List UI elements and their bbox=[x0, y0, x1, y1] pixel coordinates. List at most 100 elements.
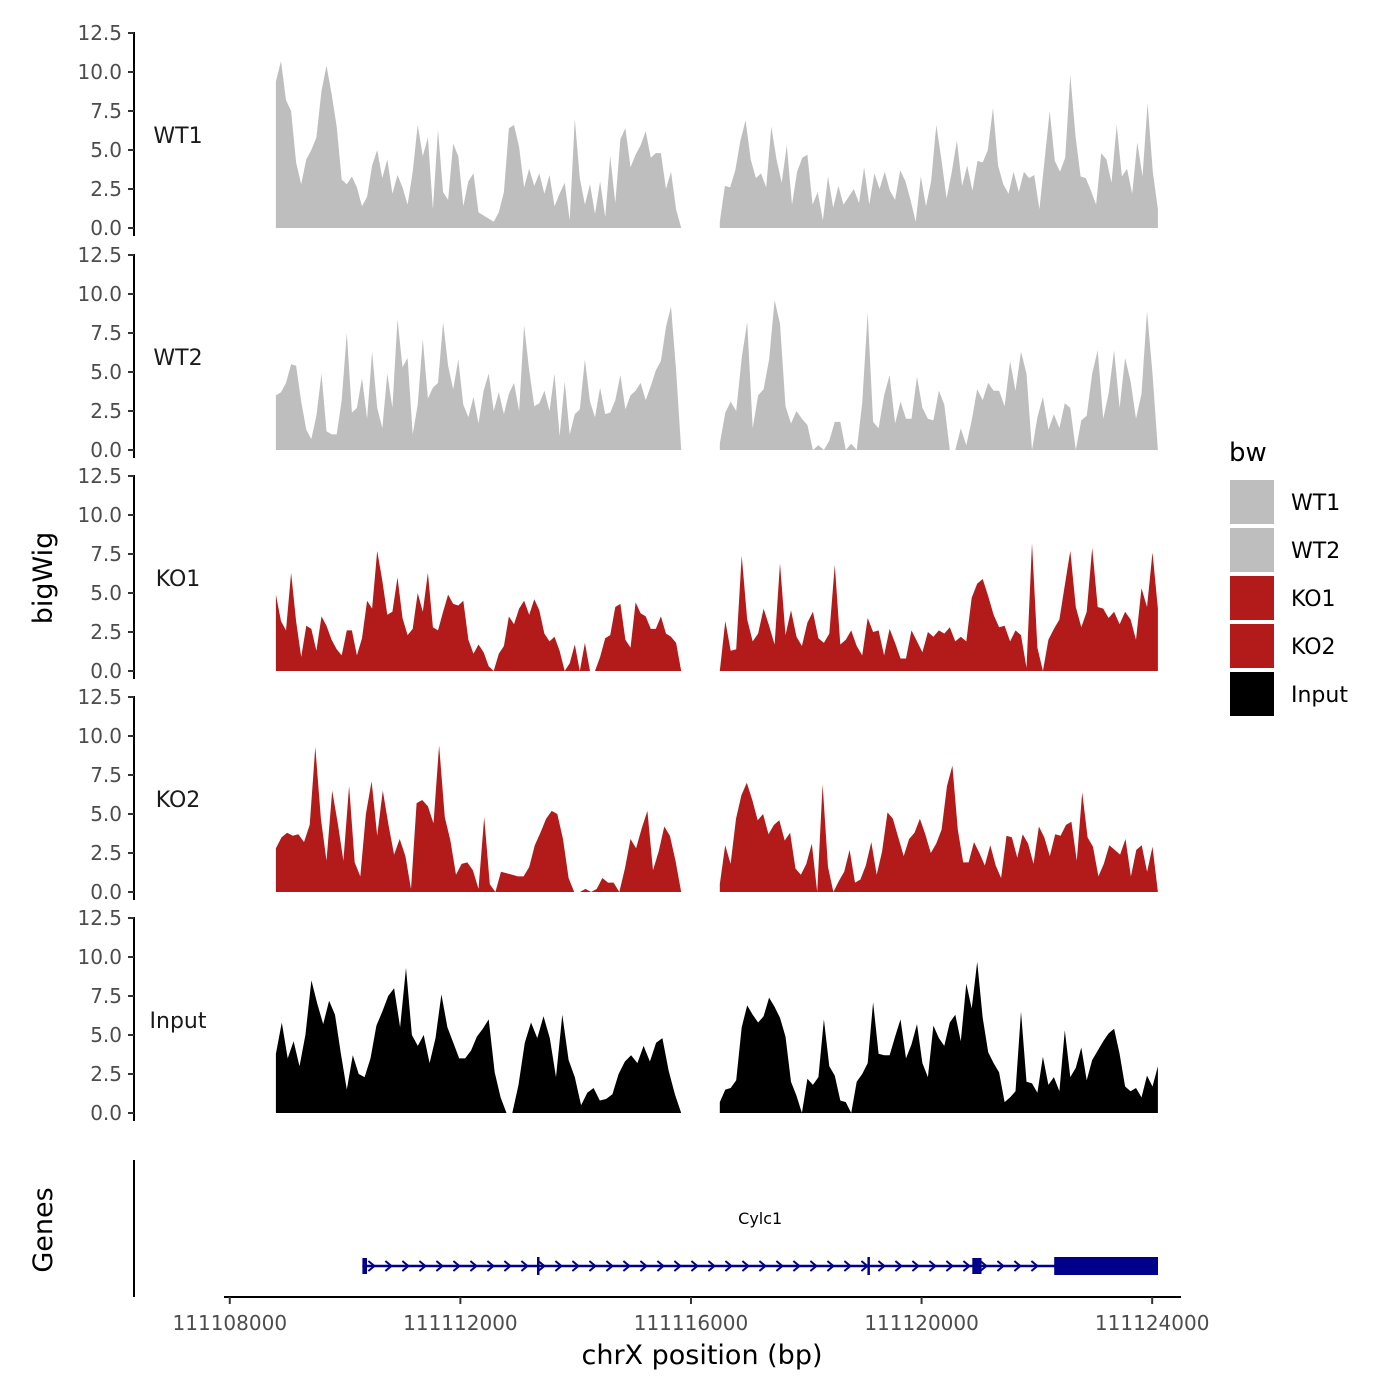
strand-arrow-icon bbox=[673, 1260, 682, 1272]
track-label: Input bbox=[150, 1009, 207, 1034]
y-tick-label: 12.5 bbox=[77, 906, 122, 930]
area-segment-input-3 bbox=[719, 961, 1158, 1113]
track-label: KO1 bbox=[156, 567, 201, 592]
genes-track-label: Genes bbox=[28, 1187, 59, 1272]
area-segment-input-2 bbox=[512, 1014, 682, 1113]
y-tick-label: 0.0 bbox=[90, 438, 122, 462]
strand-arrow-icon bbox=[775, 1260, 784, 1272]
y-tick-label: 7.5 bbox=[90, 321, 122, 345]
strand-arrow-icon bbox=[367, 1260, 376, 1272]
track-wt1: 0.0 2.5 5.0 7.5 10.0 12.5 WT1 bbox=[77, 21, 1158, 240]
strand-arrow-icon bbox=[1013, 1260, 1022, 1272]
strand-arrow-icon bbox=[877, 1260, 886, 1272]
strand-arrow-icon bbox=[418, 1260, 427, 1272]
area-segment-ko1-2 bbox=[719, 543, 1158, 671]
legend-swatch bbox=[1230, 624, 1274, 668]
legend-swatch bbox=[1230, 480, 1274, 524]
y-tick-label: 10.0 bbox=[77, 60, 122, 84]
legend-label: WT1 bbox=[1291, 491, 1340, 516]
legend-label: KO2 bbox=[1291, 635, 1336, 660]
x-tick-label: 111116000 bbox=[634, 1311, 749, 1335]
track-ko1: 0.0 2.5 5.0 7.5 10.0 12.5 KO1 bbox=[77, 464, 1158, 683]
y-tick-label: 12.5 bbox=[77, 685, 122, 709]
track-label: WT1 bbox=[153, 124, 202, 149]
y-tick-label: 5.0 bbox=[90, 802, 122, 826]
strand-arrow-icon bbox=[1030, 1260, 1039, 1272]
legend-label: Input bbox=[1291, 683, 1348, 708]
strand-arrow-icon bbox=[962, 1260, 971, 1272]
y-tick-label: 0.0 bbox=[90, 216, 122, 240]
area-segment-wt1-1 bbox=[275, 61, 682, 228]
strand-arrow-icon bbox=[945, 1260, 954, 1272]
area-segment-wt1-2 bbox=[719, 75, 1158, 228]
y-tick-label: 0.0 bbox=[90, 1101, 122, 1125]
tracks-layer: 0.0 2.5 5.0 7.5 10.0 12.5 WT1 0.0 2.5 5.0 7.5 10.0 1… bbox=[77, 21, 1158, 1125]
x-tick-label: 111124000 bbox=[1095, 1311, 1210, 1335]
y-tick-label: 2.5 bbox=[90, 1062, 122, 1086]
track-ko2: 0.0 2.5 5.0 7.5 10.0 12.5 KO2 bbox=[77, 685, 1158, 904]
strand-arrow-icon bbox=[605, 1260, 614, 1272]
legend-entry-wt2: WT2 bbox=[1230, 528, 1340, 572]
legend-swatch bbox=[1230, 576, 1274, 620]
strand-arrow-icon bbox=[792, 1260, 801, 1272]
strand-arrow-icon bbox=[554, 1260, 563, 1272]
y-tick-label: 7.5 bbox=[90, 99, 122, 123]
y-tick-label: 5.0 bbox=[90, 360, 122, 384]
track-label: KO2 bbox=[156, 788, 201, 813]
gene-exon bbox=[972, 1258, 982, 1274]
y-tick-label: 0.0 bbox=[90, 880, 122, 904]
strand-arrow-icon bbox=[979, 1260, 988, 1272]
legend-swatch bbox=[1230, 528, 1274, 572]
strand-arrow-icon bbox=[894, 1260, 903, 1272]
y-tick-label: 10.0 bbox=[77, 724, 122, 748]
strand-arrow-icon bbox=[588, 1260, 597, 1272]
strand-arrow-icon bbox=[486, 1260, 495, 1272]
legend-entry-ko2: KO2 bbox=[1230, 624, 1336, 668]
strand-arrow-icon bbox=[911, 1260, 920, 1272]
strand-arrow-icon bbox=[758, 1260, 767, 1272]
y-tick-label: 2.5 bbox=[90, 399, 122, 423]
gene-exon bbox=[362, 1258, 367, 1274]
gene-exon bbox=[537, 1257, 540, 1275]
x-tick-label: 111108000 bbox=[173, 1311, 288, 1335]
strand-arrow-icon bbox=[741, 1260, 750, 1272]
area-segment-wt2-2 bbox=[719, 300, 1158, 450]
strand-arrow-icon bbox=[826, 1260, 835, 1272]
y-tick-label: 2.5 bbox=[90, 841, 122, 865]
y-tick-label: 2.5 bbox=[90, 177, 122, 201]
gene-layer: Cylc1 bbox=[133, 1160, 1158, 1297]
y-tick-label: 7.5 bbox=[90, 763, 122, 787]
legend-label: WT2 bbox=[1291, 539, 1340, 564]
y-tick-label: 10.0 bbox=[77, 503, 122, 527]
strand-arrow-icon bbox=[860, 1260, 869, 1272]
strand-arrow-icon bbox=[384, 1260, 393, 1272]
legend-entry-ko1: KO1 bbox=[1230, 576, 1336, 620]
strand-arrow-icon bbox=[707, 1260, 716, 1272]
legend-entry-wt1: WT1 bbox=[1230, 480, 1340, 524]
x-tick-label: 111112000 bbox=[403, 1311, 518, 1335]
y-tick-label: 5.0 bbox=[90, 138, 122, 162]
area-segment-input-1 bbox=[275, 967, 507, 1113]
y-tick-label: 12.5 bbox=[77, 243, 122, 267]
y-tick-label: 7.5 bbox=[90, 542, 122, 566]
y-tick-label: 5.0 bbox=[90, 581, 122, 605]
y-tick-label: 12.5 bbox=[77, 464, 122, 488]
gene-name-label: Cylc1 bbox=[738, 1209, 782, 1228]
legend-swatch bbox=[1230, 672, 1274, 716]
legend-label: KO1 bbox=[1291, 587, 1336, 612]
strand-arrow-icon bbox=[503, 1260, 512, 1272]
strand-arrow-icon bbox=[690, 1260, 699, 1272]
y-tick-label: 7.5 bbox=[90, 984, 122, 1008]
x-tick-label: 111120000 bbox=[864, 1311, 979, 1335]
legend: WT1 WT2 KO1 KO2 Input bbox=[1230, 480, 1348, 716]
strand-arrow-icon bbox=[622, 1260, 631, 1272]
strand-arrow-icon bbox=[520, 1260, 529, 1272]
area-segment-ko2-2 bbox=[719, 765, 1158, 892]
y-tick-label: 5.0 bbox=[90, 1023, 122, 1047]
legend-entry-input: Input bbox=[1230, 672, 1348, 716]
area-segment-ko2-1 bbox=[275, 745, 682, 892]
strand-arrow-icon bbox=[843, 1260, 852, 1272]
strand-arrow-icon bbox=[996, 1260, 1005, 1272]
track-wt2: 0.0 2.5 5.0 7.5 10.0 12.5 WT2 bbox=[77, 243, 1158, 462]
